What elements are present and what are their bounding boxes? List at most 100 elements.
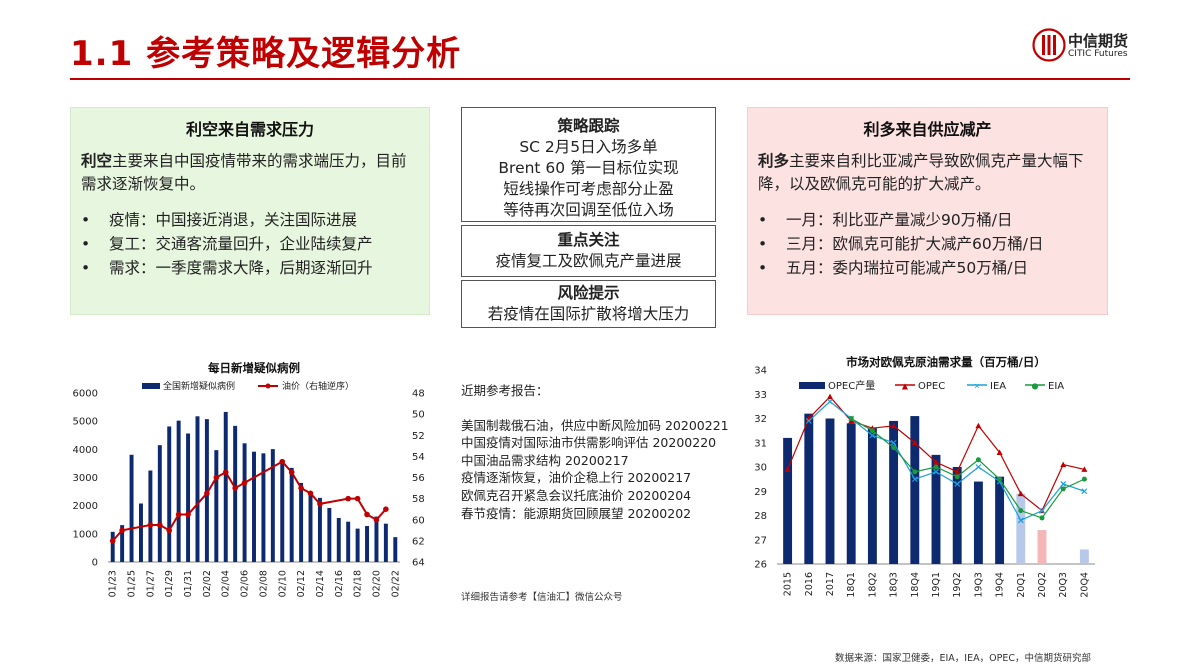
- chart2-eia-point: [848, 416, 854, 421]
- bearish-bullets: • 疫情：中国接近消退，关注国际进展 • 复工：交通客流量回升，企业陆续复产 • 需求…: [71, 208, 429, 280]
- bullish-title: 利多来自供应减产: [863, 120, 992, 139]
- chart1-bar: [299, 482, 304, 562]
- chart2-iea-point: [1081, 488, 1088, 495]
- chart2-bar: [973, 481, 983, 564]
- reference-item[interactable]: 中国疫情对国际油市供需影响评估 20200220: [461, 435, 717, 451]
- chart2-iea-point: [1060, 481, 1067, 487]
- bullish-panel: 利多来自供应减产 利多主要来自利比亚减产导致欧佩克产量大幅下降，以及欧佩克可能的…: [747, 107, 1108, 315]
- chart2-x-tick-label: 19Q4: [995, 572, 1006, 598]
- strategy-box: 策略跟踪 SC 2月5日入场多单 Brent 60 第一目标位实现 短线操作可考…: [461, 107, 716, 222]
- reference-item[interactable]: 疫情逐渐恢复，油价企稳上行 20200217: [461, 470, 692, 486]
- focus-text: 疫情复工及欧佩克产量进展: [495, 252, 682, 270]
- logo-english-name: CITIC Futures: [1068, 49, 1128, 59]
- chart1-legend-bar-label: 全国新增疑似病例: [163, 380, 235, 392]
- reference-item[interactable]: 春节疫情：能源期货回顾展望 20200202: [461, 505, 692, 521]
- chart1-bar: [289, 467, 294, 562]
- chart2-x-tick-label: 20Q4: [1079, 572, 1090, 598]
- chart2-x-tick-label: 18Q4: [910, 572, 921, 598]
- chart2-bar: [1079, 549, 1089, 564]
- reference-item[interactable]: 中国油品需求结构 20200217: [461, 452, 629, 468]
- chart1-bar: [195, 416, 200, 562]
- chart2-bar: [910, 416, 920, 564]
- chart1-x-tick-label: 02/20: [371, 570, 382, 597]
- chart2-bar: [867, 428, 877, 564]
- chart1-right-tick-label: 62: [412, 536, 425, 547]
- chart1-bar: [176, 420, 181, 562]
- chart1-bar: [346, 521, 351, 562]
- chart2-bar: [1016, 493, 1026, 564]
- citic-seal-icon: [1032, 28, 1066, 62]
- chart2-legend-line-label: IEA: [990, 381, 1006, 392]
- chart2-legend-marker: ×: [974, 382, 981, 391]
- list-item: • 需求：一季度需求大降，后期逐渐回升: [81, 259, 373, 277]
- chart1-bar: [120, 525, 125, 562]
- chart2-iea-point: [869, 432, 876, 439]
- chart2-title: 市场对欧佩克原油需求量（百万桶/日）: [846, 355, 1046, 369]
- chart1-legend-bar-swatch: [142, 383, 160, 389]
- chart1-bar: [280, 462, 285, 562]
- company-logo: 中信期货 CITIC Futures: [1032, 28, 1132, 68]
- chart2-opec-point: [1060, 461, 1067, 468]
- chart2-bar: [995, 476, 1005, 564]
- reference-item[interactable]: 欧佩克召开紧急会议托底油价 20200204: [461, 487, 692, 503]
- chart2-x-tick-label: 18Q2: [867, 572, 878, 598]
- chart1-x-tick-label: 02/14: [315, 570, 326, 597]
- chart2-eia-point: [954, 474, 960, 480]
- chart2-y-tick-label: 29: [754, 487, 767, 498]
- chart2-eia-point: [1081, 476, 1087, 482]
- chart2-x-tick-label: 19Q3: [973, 572, 984, 598]
- chart2-eia-point: [912, 469, 918, 475]
- chart1-bar: [157, 445, 162, 562]
- chart1-bar: [252, 451, 256, 562]
- chart2-bar: [804, 413, 814, 564]
- bullish-summary: 利多主要来自利比亚减产导致欧佩克产量大幅下降，以及欧佩克可能的扩大减产。: [758, 150, 1095, 196]
- chart2-x-tick-label: 2015: [783, 572, 794, 596]
- chart2-iea-point: [805, 418, 812, 424]
- chart2-bar: [783, 437, 793, 564]
- chart1-x-tick-label: 01/27: [145, 570, 156, 597]
- strategy-line: 等待再次回调至低位入场: [503, 201, 674, 219]
- bearish-summary: 利空主要来自中国疫情带来的需求端压力，目前需求逐渐恢复中。: [81, 150, 417, 196]
- chart1-title: 每日新增疑似病例: [208, 361, 300, 375]
- list-item: • 疫情：中国接近消退，关注国际进展: [81, 211, 358, 229]
- bearish-lead-text: 主要来自中国疫情带来的需求端压力，目前需求逐渐恢复中。: [81, 152, 407, 193]
- chart1-oil-point: [298, 485, 304, 491]
- reference-item[interactable]: 美国制裁俄石油，供应中断风险加码 20200221: [461, 417, 729, 433]
- chart1-oil-point: [279, 458, 286, 465]
- chart1-left-tick-label: 6000: [73, 389, 98, 400]
- chart1-x-tick-label: 02/22: [390, 570, 401, 597]
- chart1-x-tick-label: 02/10: [277, 570, 288, 597]
- bullish-bullets: • 一月：利比亚产量减少90万桶/日 • 三月：欧佩克可能扩大减产60万桶/日 • 五…: [748, 208, 1107, 280]
- chart1-bar: [270, 449, 275, 562]
- chart1-oil-point: [364, 511, 370, 518]
- chart1-oil-point: [232, 485, 238, 491]
- chart1-bar: [393, 537, 398, 562]
- risk-text: 若疫情在国际扩散将增大压力: [487, 305, 690, 323]
- chart2-x-tick-label: 19Q2: [952, 572, 963, 598]
- chart1-x-tick-label: 01/29: [164, 570, 175, 597]
- chart1-left-tick-label: 5000: [73, 417, 98, 428]
- list-item: • 复工：交通客流量回升，企业陆续复产: [81, 235, 373, 253]
- chart1-oil-point: [166, 527, 173, 534]
- risk-box: 风险提示 若疫情在国际扩散将增大压力: [461, 280, 716, 328]
- chart1-right-tick-label: 54: [412, 452, 425, 463]
- chart2-iea-point: [827, 398, 833, 405]
- chart1-x-tick-label: 01/31: [183, 570, 194, 597]
- chart2-opec-point: [954, 468, 961, 475]
- chart2-opec-point: [975, 422, 982, 429]
- chart1-bar: [138, 503, 143, 562]
- chart1-right-tick-label: 56: [412, 473, 425, 484]
- chart1-oil-point: [109, 538, 116, 544]
- chart1-right-tick-label: 50: [412, 410, 425, 421]
- chart2-iea-point: [1017, 517, 1024, 524]
- chart1-oil-point: [354, 495, 361, 502]
- chart2-eia-point: [975, 457, 981, 463]
- strategy-line: SC 2月5日入场多单: [519, 138, 658, 156]
- focus-box: 重点关注 疫情复工及欧佩克产量进展: [461, 225, 716, 277]
- bearish-panel: 利空来自需求压力 利空主要来自中国疫情带来的需求端压力，目前需求逐渐恢复中。 •…: [70, 107, 430, 315]
- chart2-y-tick-label: 28: [754, 511, 767, 522]
- chart2-eia-point: [1018, 508, 1024, 514]
- chart1-oil-point: [119, 527, 125, 534]
- reference-list: 近期参考报告： 美国制裁俄石油，供应中断风险加码 20200221 中国疫情对国…: [461, 382, 729, 522]
- chart1-x-tick-label: 02/02: [202, 570, 213, 597]
